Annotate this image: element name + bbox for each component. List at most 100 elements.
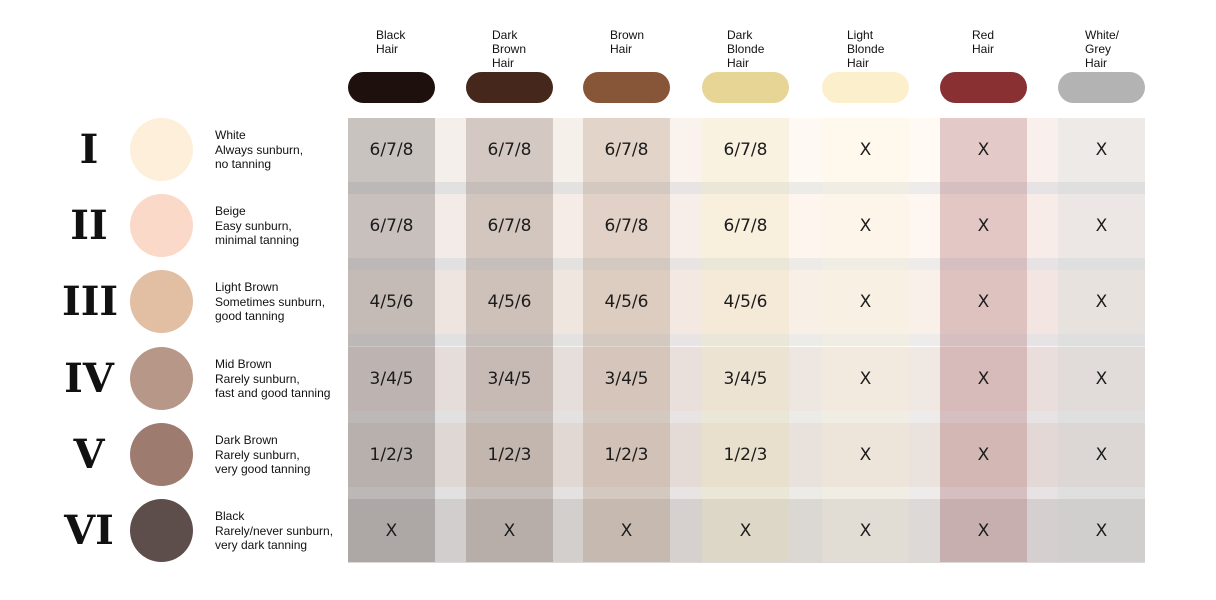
hair-column-label: Brown Hair — [610, 28, 645, 56]
description-name: Dark Brown — [215, 433, 278, 447]
hair-column-overlay — [466, 118, 553, 562]
row-gap — [348, 258, 1145, 270]
description-line2: Rarely sunburn, — [215, 447, 300, 462]
grid-cell-value: X — [977, 216, 990, 236]
column-spacer — [789, 118, 822, 562]
hair-column-overlay — [348, 118, 435, 562]
description-name: Light Brown — [215, 280, 279, 294]
hair-column-label: Dark Brown Hair — [492, 28, 527, 70]
skin-type-numeral: III — [62, 278, 119, 325]
skin-row-band — [348, 499, 1145, 563]
description-line2: Easy sunburn, — [215, 218, 292, 233]
grid-cell-value: 6/7/8 — [604, 140, 649, 160]
grid-cell-value: X — [739, 521, 752, 541]
description-line2: Sometimes sunburn, — [215, 294, 326, 309]
grid-cell-value: 6/7/8 — [487, 140, 532, 160]
row-gap — [348, 182, 1145, 194]
grid-cell-value: X — [977, 292, 990, 312]
grid-cell-value: 1/2/3 — [487, 445, 532, 465]
skin-row-band — [348, 423, 1145, 487]
hair-column-overlay — [702, 118, 789, 562]
skin-tone-swatch — [130, 118, 193, 181]
hair-color-swatch — [1058, 72, 1145, 103]
grid-cell-value: X — [859, 521, 872, 541]
grid-cell-value: 6/7/8 — [487, 216, 532, 236]
skin-type-numeral: V — [73, 431, 105, 478]
grid-cell-value: 4/5/6 — [487, 292, 532, 312]
description-line2: Always sunburn, — [215, 142, 304, 157]
grid-cell-value: 3/4/5 — [723, 369, 768, 389]
description-line2: Rarely sunburn, — [215, 371, 300, 386]
hair-color-swatch — [940, 72, 1027, 103]
hair-color-swatch — [583, 72, 670, 103]
description-line3: very good tanning — [215, 462, 311, 476]
grid-cell-value: 3/4/5 — [369, 369, 414, 389]
grid-cell-value: X — [859, 292, 872, 312]
hair-column-label: Red Hair — [972, 28, 995, 56]
hair-color-swatch — [822, 72, 909, 103]
grid-cell-value: X — [859, 369, 872, 389]
hair-column-label: Dark Blonde Hair — [727, 28, 765, 70]
column-spacer — [909, 118, 940, 562]
skin-type-description: Light Brown Sometimes sunburn, good tannin… — [215, 280, 350, 324]
skin-row-band — [348, 118, 1145, 182]
hair-column-overlay — [940, 118, 1027, 562]
row-gap — [348, 334, 1145, 346]
grid-cell-value: 3/4/5 — [604, 369, 649, 389]
grid-cell-value: 4/5/6 — [723, 292, 768, 312]
skin-type-numeral: I — [79, 126, 99, 173]
grid-cell-value: X — [1095, 292, 1108, 312]
hair-column-overlay — [1058, 118, 1145, 562]
grid-cell-value: 6/7/8 — [369, 140, 414, 160]
skin-row-band — [348, 270, 1145, 334]
skin-type-description: Beige Easy sunburn, minimal tanning — [215, 204, 350, 248]
grid-cell-value: X — [1095, 369, 1108, 389]
skin-type-description: Dark Brown Rarely sunburn, very good tanni… — [215, 433, 350, 477]
grid-cell-value: X — [385, 521, 398, 541]
grid-cell-value: X — [859, 445, 872, 465]
hair-column-label: Black Hair — [376, 28, 406, 56]
description-line3: minimal tanning — [215, 233, 300, 247]
skin-tone-swatch — [130, 423, 193, 486]
grid-cell-value: 6/7/8 — [723, 216, 768, 236]
skin-tone-swatch — [130, 499, 193, 562]
description-line3: no tanning — [215, 157, 272, 171]
grid-cell-value: X — [859, 140, 872, 160]
hair-color-swatch — [348, 72, 435, 103]
skin-row-band — [348, 347, 1145, 411]
column-spacer — [670, 118, 702, 562]
skin-type-numeral: VI — [64, 507, 114, 554]
skin-type-description: Mid Brown Rarely sunburn, fast and good ta… — [215, 357, 350, 401]
skin-type-description: Black Rarely/never sunburn, very dark tann… — [215, 509, 350, 553]
grid-cell-value: X — [977, 369, 990, 389]
skin-type-numeral: IV — [64, 355, 114, 402]
description-name: White — [215, 128, 246, 142]
grid-cell-value: X — [1095, 445, 1108, 465]
grid-cell-value: 6/7/8 — [369, 216, 414, 236]
hair-column-overlay — [822, 118, 909, 562]
skin-type-numeral: II — [70, 202, 108, 249]
grid-cell-value: 1/2/3 — [723, 445, 768, 465]
column-spacer — [1027, 118, 1058, 562]
grid-cell-value: 1/2/3 — [369, 445, 414, 465]
grid-cell-value: 1/2/3 — [604, 445, 649, 465]
grid-cell-value: X — [977, 521, 990, 541]
grid-cell-value: X — [1095, 521, 1108, 541]
grid-cell-value: X — [503, 521, 516, 541]
hair-color-swatch — [702, 72, 789, 103]
hair-column-overlay — [583, 118, 670, 562]
grid-cell-value: 6/7/8 — [604, 216, 649, 236]
hair-color-swatch — [466, 72, 553, 103]
description-name: Black — [215, 509, 245, 523]
hair-column-label: Light Blonde Hair — [847, 28, 885, 70]
grid-cell-value: 4/5/6 — [604, 292, 649, 312]
description-line3: fast and good tanning — [215, 386, 331, 400]
description-name: Beige — [215, 204, 246, 218]
description-line2: Rarely/never sunburn, — [215, 523, 334, 538]
grid-cell-value: 3/4/5 — [487, 369, 532, 389]
column-spacer — [435, 118, 466, 562]
skin-tone-swatch — [130, 347, 193, 410]
row-gap — [348, 487, 1145, 499]
skin-type-description: White Always sunburn, no tanning — [215, 128, 350, 172]
